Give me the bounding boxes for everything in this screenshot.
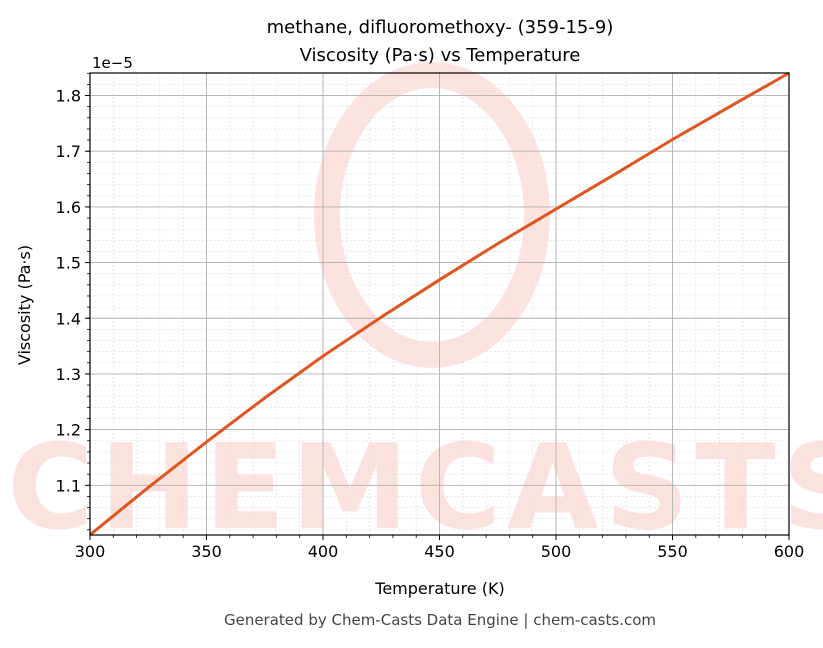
y-tick-label: 1.3 [56,365,81,384]
y-tick-label: 1.2 [56,421,81,440]
chart-subtitle: Viscosity (Pa·s) vs Temperature [300,45,581,66]
y-tick-label: 1.7 [56,142,81,161]
x-tick-labels: 300 350 400 450 500 550 600 [75,542,805,561]
series-line-viscosity [89,71,790,536]
axis-ticks [85,72,790,540]
chart-title: methane, difluoromethoxy- (359-15-9) [267,17,614,38]
y-scale-label: 1e−5 [92,54,133,72]
major-grid [89,73,790,535]
x-tick-label: 500 [541,542,572,561]
y-tick-label: 1.1 [56,476,81,495]
y-tick-label: 1.4 [56,309,81,328]
x-tick-label: 400 [308,542,339,561]
x-tick-label: 450 [424,542,455,561]
series-layer [89,71,790,536]
x-tick-label: 550 [657,542,688,561]
y-tick-label: 1.8 [56,87,81,106]
y-axis-label: Viscosity (Pa·s) [15,245,34,365]
x-tick-label: 600 [774,542,805,561]
y-tick-label: 1.6 [56,198,81,217]
x-tick-label: 300 [75,542,106,561]
footer-credit: Generated by Chem-Casts Data Engine | ch… [224,611,656,629]
watermark-logo: CHEMCASTS [7,62,823,556]
y-tick-label: 1.5 [56,254,81,273]
x-axis-label: Temperature (K) [374,579,504,598]
x-tick-label: 350 [191,542,222,561]
y-tick-labels: 1.1 1.2 1.3 1.4 1.5 1.6 1.7 1.8 [56,87,81,496]
